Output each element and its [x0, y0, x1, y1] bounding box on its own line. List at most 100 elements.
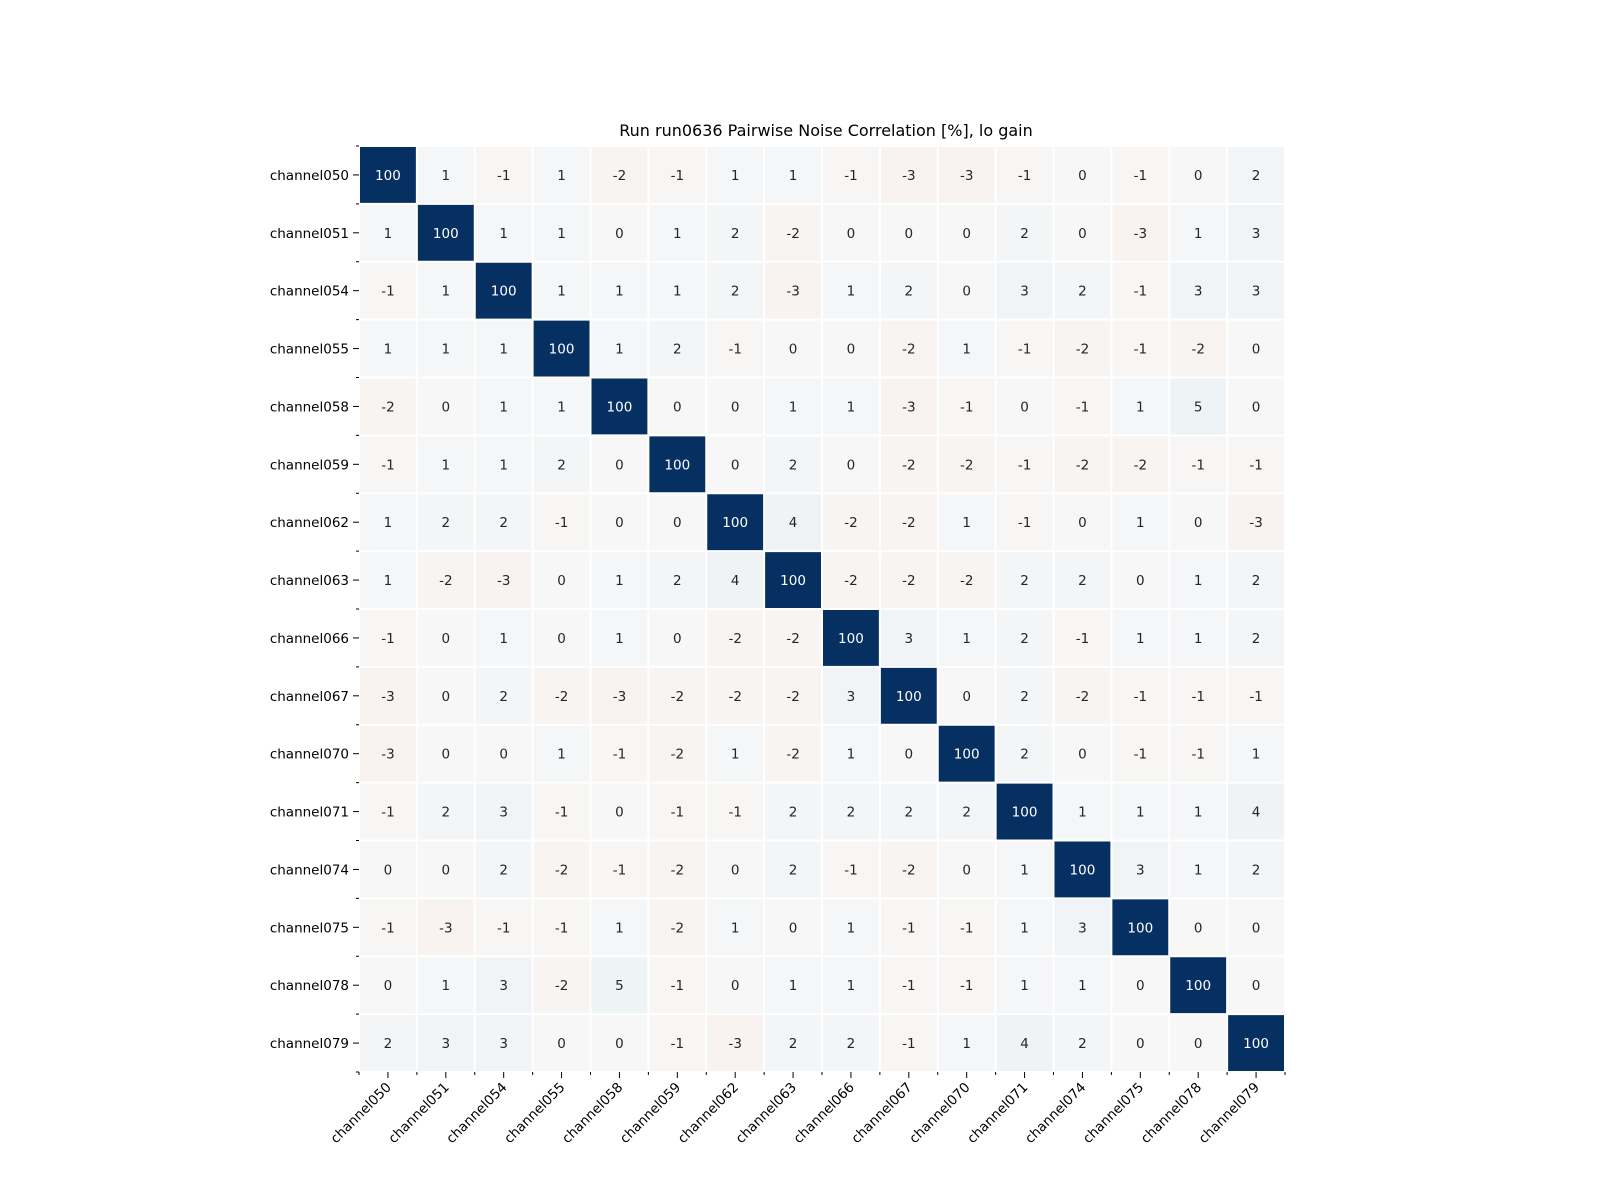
heatmap-cell [591, 320, 648, 377]
cell-value-label: -1 [381, 920, 394, 936]
heatmap-cell [765, 957, 821, 1014]
heatmap-cell [475, 262, 532, 319]
cell-value-label: 0 [962, 284, 971, 300]
x-tick-label: channel067 [848, 1080, 915, 1147]
cell-value-label: 0 [905, 226, 914, 242]
heatmap-cell [880, 494, 937, 551]
cell-value-label: 2 [1020, 631, 1029, 647]
cell-value-label: -2 [555, 689, 568, 705]
heatmap-cell [880, 957, 937, 1014]
cell-value-label: 0 [442, 399, 451, 415]
heatmap-cell [1112, 610, 1169, 666]
heatmap-cell [707, 783, 764, 840]
heatmap-cell [1228, 1015, 1284, 1071]
heatmap-cell [1170, 436, 1227, 493]
heatmap-cell [1228, 667, 1284, 724]
x-tick-label: channel062 [675, 1080, 742, 1147]
heatmap-cell [360, 552, 416, 608]
heatmap-plot-area: 100 1 -1 1 -2 -1 1 1 -1 -3 -3 -1 0 -1 0 21 100 1 1 0 1 2 -2 0 0 0… [270, 145, 1286, 1147]
cell-value-label: -1 [613, 747, 626, 763]
cell-value-label: 1 [442, 284, 451, 300]
cell-value-label: 2 [1020, 689, 1029, 705]
heatmap-cell [996, 378, 1053, 435]
heatmap-cell [996, 204, 1053, 261]
cell-value-label: 0 [847, 226, 856, 242]
cell-value-label: 1 [1136, 515, 1145, 531]
cell-value-label: 100 [1070, 862, 1096, 878]
x-tick-label: channel066 [790, 1080, 857, 1147]
cell-value-label: 3 [1252, 284, 1261, 300]
heatmap-cell [823, 957, 879, 1014]
cell-value-label: 2 [1078, 573, 1087, 589]
cell-value-label: 0 [1194, 920, 1203, 936]
cell-value-label: 5 [615, 978, 624, 994]
cell-value-label: -1 [844, 862, 857, 878]
heatmap-cell [1228, 262, 1284, 319]
cell-value-label: 1 [847, 747, 856, 763]
cell-value-label: 1 [1194, 573, 1203, 589]
cell-value-label: 1 [384, 573, 393, 589]
heatmap-cell [1112, 320, 1169, 377]
cell-value-label: -2 [844, 515, 857, 531]
heatmap-cell [360, 957, 416, 1014]
heatmap-cell [649, 320, 706, 377]
heatmap-cell [938, 320, 995, 377]
cell-value-label: -1 [902, 920, 915, 936]
heatmap-cell [1054, 783, 1111, 840]
heatmap-cell [938, 783, 995, 840]
cell-value-label: -3 [728, 1036, 741, 1052]
heatmap-cell [1054, 436, 1111, 493]
heatmap-cell [591, 204, 648, 261]
heatmap-cell [649, 899, 706, 956]
heatmap-cell [1112, 262, 1169, 319]
heatmap-cell [475, 378, 532, 435]
heatmap-cell [765, 667, 821, 724]
heatmap-cell [533, 320, 590, 377]
cell-value-label: 100 [1185, 978, 1211, 994]
cell-value-label: -1 [902, 1036, 915, 1052]
cell-value-label: -2 [1076, 457, 1089, 473]
cell-value-label: 2 [789, 1036, 798, 1052]
cell-value-label: 100 [838, 631, 864, 647]
cell-value-label: -2 [1134, 457, 1147, 473]
heatmap-cell [1054, 667, 1111, 724]
cell-value-label: 0 [962, 862, 971, 878]
heatmap-cell [360, 725, 416, 782]
heatmap-cell [649, 436, 706, 493]
heatmap-cell [765, 899, 821, 956]
heatmap-cell [996, 725, 1053, 782]
cell-value-label: 0 [1136, 978, 1145, 994]
x-tick-label: channel074 [1022, 1080, 1089, 1147]
heatmap-cell [591, 1015, 648, 1071]
heatmap-cell [765, 725, 821, 782]
cell-value-label: -1 [1191, 689, 1204, 705]
cell-value-label: -1 [1134, 747, 1147, 763]
heatmap-cell [1170, 320, 1227, 377]
heatmap-cell [1170, 667, 1227, 724]
cell-value-label: 1 [1194, 226, 1203, 242]
heatmap-cell [938, 1015, 995, 1071]
cell-value-label: -2 [671, 747, 684, 763]
cell-value-label: -2 [844, 573, 857, 589]
heatmap-cell [475, 204, 532, 261]
heatmap-cell [475, 957, 532, 1014]
cell-value-label: 2 [499, 862, 508, 878]
cell-value-label: 0 [847, 342, 856, 358]
heatmap-cell [996, 494, 1053, 551]
heatmap-cell [533, 378, 590, 435]
cell-value-label: -2 [902, 573, 915, 589]
heatmap-cell [823, 841, 879, 898]
heatmap-cell [996, 667, 1053, 724]
heatmap-cell [417, 899, 474, 956]
cell-value-label: -1 [1134, 284, 1147, 300]
cell-value-label: 1 [673, 226, 682, 242]
heatmap-cell [707, 1015, 764, 1071]
heatmap-cell [938, 725, 995, 782]
heatmap-cell [475, 147, 532, 203]
x-tick-label: channel075 [1080, 1080, 1147, 1147]
heatmap-cell [417, 783, 474, 840]
cell-value-label: 1 [847, 399, 856, 415]
heatmap-cell [1228, 841, 1284, 898]
heatmap-cell [765, 436, 821, 493]
heatmap-cell [1170, 957, 1227, 1014]
